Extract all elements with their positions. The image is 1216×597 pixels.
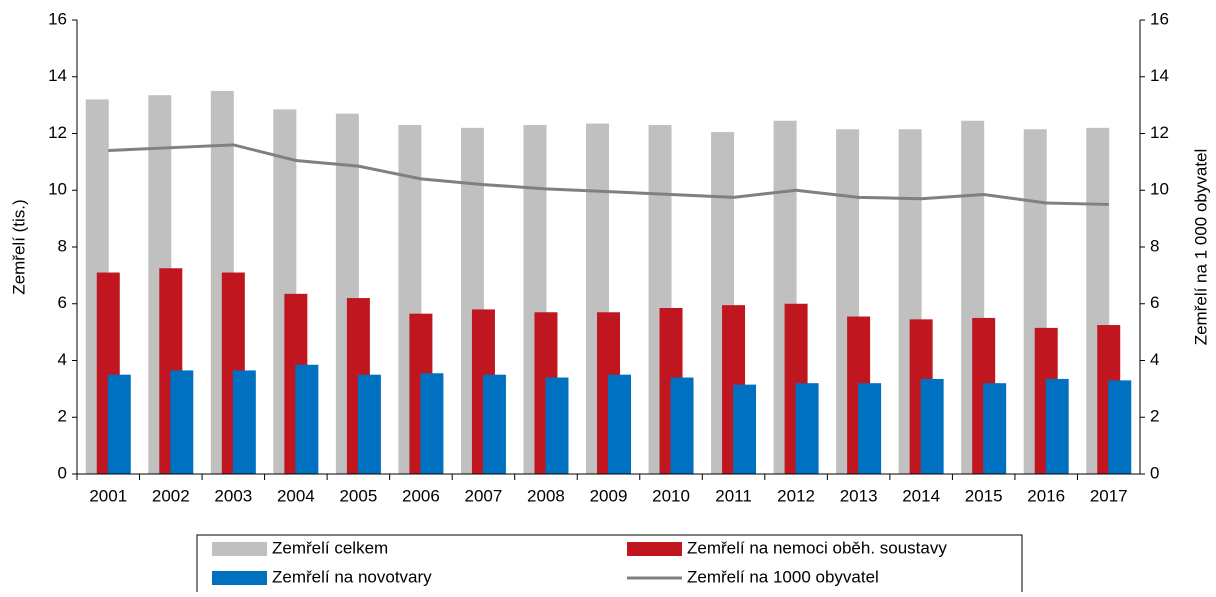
legend-label: Zemřelí na nemoci oběh. soustavy bbox=[687, 538, 947, 557]
bar bbox=[733, 384, 757, 474]
x-tick-label: 2010 bbox=[652, 486, 690, 505]
x-tick-label: 2013 bbox=[840, 486, 878, 505]
y2-tick-label: 6 bbox=[1150, 293, 1159, 312]
y-tick-label: 12 bbox=[48, 123, 67, 142]
x-tick-label: 2008 bbox=[527, 486, 565, 505]
y2-tick-label: 10 bbox=[1150, 180, 1169, 199]
y2-axis-title: Zemřelí na 1 000 obyvatel bbox=[1191, 149, 1210, 346]
legend-swatch bbox=[627, 542, 682, 556]
x-tick-label: 2007 bbox=[465, 486, 503, 505]
x-tick-label: 2002 bbox=[152, 486, 190, 505]
bar bbox=[1108, 380, 1132, 474]
bar bbox=[295, 364, 319, 474]
line bbox=[108, 143, 1109, 206]
bar bbox=[670, 377, 694, 474]
x-tick-label: 2006 bbox=[402, 486, 440, 505]
bar bbox=[232, 370, 256, 474]
y-tick-label: 6 bbox=[58, 293, 67, 312]
bar bbox=[983, 383, 1007, 474]
y-axis-title: Zemřelí (tis.) bbox=[9, 199, 28, 294]
y2-tick-label: 12 bbox=[1150, 123, 1169, 142]
y-tick-label: 14 bbox=[48, 66, 67, 85]
x-tick-label: 2011 bbox=[715, 486, 752, 505]
legend-swatch bbox=[212, 542, 267, 556]
x-tick-label: 2012 bbox=[777, 486, 815, 505]
legend-swatch bbox=[212, 571, 267, 585]
y2-tick-label: 16 bbox=[1150, 9, 1169, 28]
y-tick-label: 0 bbox=[58, 463, 67, 482]
legend-label: Zemřelí na novotvary bbox=[272, 567, 432, 586]
x-tick-label: 2017 bbox=[1090, 486, 1128, 505]
bar bbox=[420, 373, 444, 474]
bar bbox=[795, 383, 819, 474]
legend-box bbox=[196, 534, 1023, 596]
y2-tick-label: 8 bbox=[1150, 236, 1159, 255]
y2-tick-label: 14 bbox=[1150, 66, 1169, 85]
y2-tick-label: 2 bbox=[1150, 407, 1159, 426]
y-tick-label: 10 bbox=[48, 180, 67, 199]
y-tick-label: 8 bbox=[58, 236, 67, 255]
x-tick-label: 2015 bbox=[965, 486, 1003, 505]
bar bbox=[1045, 378, 1069, 474]
y-tick-label: 16 bbox=[48, 9, 67, 28]
x-tick-label: 2004 bbox=[277, 486, 315, 505]
bar bbox=[858, 383, 882, 474]
x-tick-label: 2003 bbox=[214, 486, 252, 505]
bar bbox=[482, 374, 506, 474]
bar bbox=[357, 374, 381, 474]
y2-tick-label: 0 bbox=[1150, 463, 1159, 482]
x-tick-label: 2009 bbox=[590, 486, 628, 505]
y2-tick-label: 4 bbox=[1150, 350, 1159, 369]
x-tick-label: 2016 bbox=[1027, 486, 1065, 505]
y-tick-label: 2 bbox=[58, 407, 67, 426]
bar bbox=[545, 377, 569, 474]
x-tick-label: 2005 bbox=[339, 486, 377, 505]
legend-label: Zemřelí celkem bbox=[272, 538, 388, 557]
x-tick-label: 2001 bbox=[89, 486, 127, 505]
bar bbox=[170, 370, 194, 474]
x-tick-label: 2014 bbox=[902, 486, 940, 505]
bar bbox=[107, 374, 131, 474]
bar bbox=[608, 374, 631, 474]
legend-label: Zemřelí na 1000 obyvatel bbox=[687, 567, 879, 586]
bar bbox=[920, 378, 944, 474]
y-tick-label: 4 bbox=[58, 350, 67, 369]
